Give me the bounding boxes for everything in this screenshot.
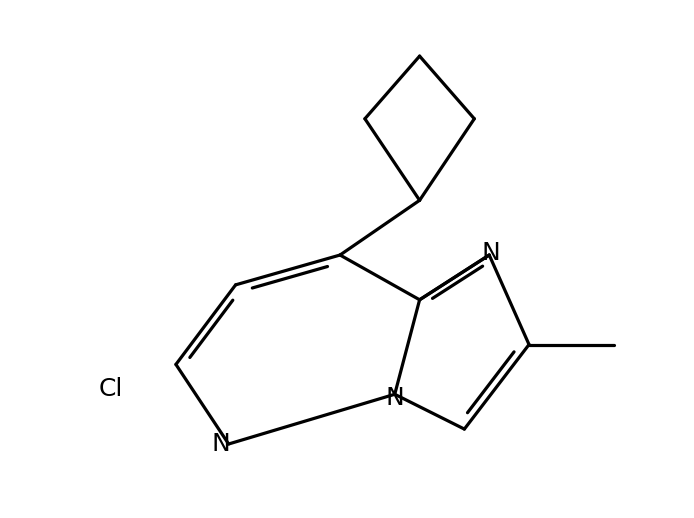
Text: N: N: [385, 386, 404, 410]
Text: N: N: [211, 432, 230, 456]
Text: Cl: Cl: [99, 377, 124, 401]
Text: N: N: [482, 241, 500, 265]
